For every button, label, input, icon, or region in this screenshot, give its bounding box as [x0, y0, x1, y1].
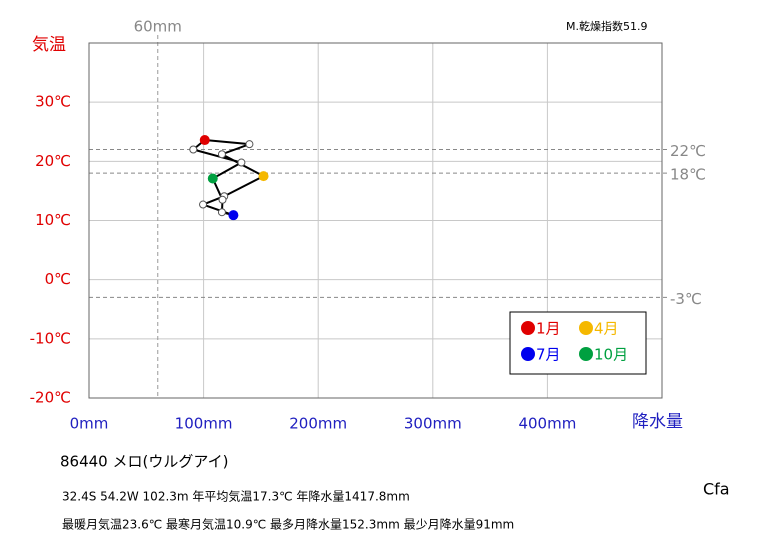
dryness-index: M.乾燥指数51.9 [566, 19, 647, 33]
plot-frame [88, 42, 663, 399]
month-point [245, 140, 254, 149]
legend-marker [521, 321, 535, 335]
month-point [207, 173, 218, 184]
y-tick-label: -20℃ [30, 389, 71, 407]
legend-marker [521, 347, 535, 361]
legend-marker [579, 321, 593, 335]
legend-label: 7月 [536, 346, 561, 364]
info-line: 最暖月気温23.6℃ 最寒月気温10.9℃ 最多月降水量152.3mm 最少月降… [62, 517, 514, 532]
legend-label: 10月 [594, 346, 628, 364]
station: 86440 メロ(ウルグアイ) [60, 453, 228, 471]
reference-label: 22℃ [670, 142, 706, 160]
y-tick-label: 0℃ [45, 270, 71, 288]
month-point [199, 200, 208, 209]
x-tick-label: 300mm [404, 415, 462, 433]
climate-class: Cfa [703, 480, 730, 499]
reference-label: 18℃ [670, 166, 706, 184]
month-point [218, 195, 227, 204]
y-tick-label: 20℃ [35, 152, 71, 170]
y-axis-label: 気温 [32, 35, 66, 55]
reference-label: -3℃ [670, 290, 702, 308]
y-tick-label: -10℃ [30, 329, 71, 347]
month-point [228, 210, 239, 221]
legend-box [509, 311, 647, 375]
y-tick-label: 10℃ [35, 211, 71, 229]
x-tick-label: 0mm [70, 415, 109, 433]
month-point [258, 171, 269, 182]
info-line: 32.4S 54.2W 102.3m 年平均気温17.3℃ 年降水量1417.8… [62, 489, 410, 504]
legend-marker [579, 347, 593, 361]
legend-label: 4月 [594, 320, 619, 338]
x-tick-label: 400mm [518, 415, 576, 433]
month-point [237, 158, 246, 167]
month-point [217, 150, 226, 159]
month-point [199, 135, 210, 146]
month-point [189, 145, 198, 154]
x-tick-label: 100mm [175, 415, 233, 433]
month-point [217, 208, 226, 217]
x-axis-label: 降水量 [632, 412, 683, 432]
reference-label: 60mm [134, 18, 182, 36]
x-tick-label: 200mm [289, 415, 347, 433]
legend-label: 1月 [536, 320, 561, 338]
y-tick-label: 30℃ [35, 93, 71, 111]
